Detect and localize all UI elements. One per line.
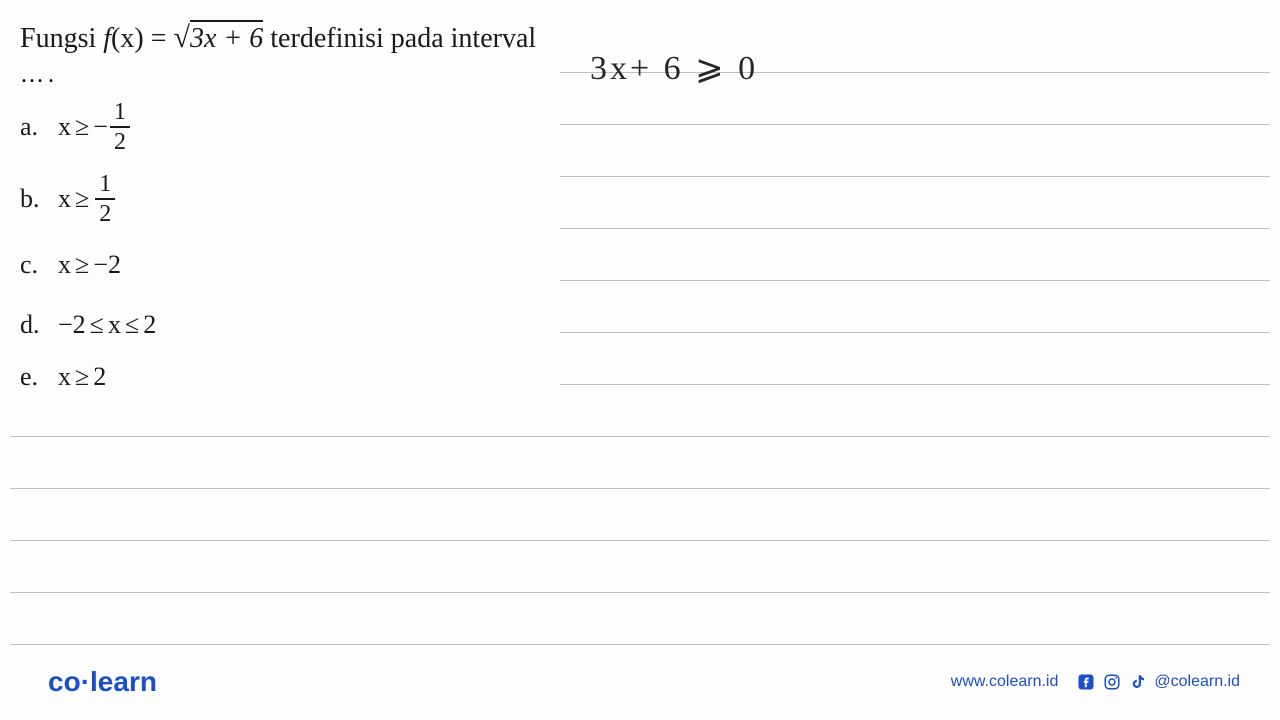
option-label: e. [20, 362, 58, 392]
handwritten-work: 3x+ 6 ⩾ 0 [590, 48, 758, 88]
fraction: 1 2 [110, 100, 130, 154]
question-ellipsis: …. [20, 62, 58, 89]
option-label: a. [20, 112, 58, 142]
option-d: d. −2 ≤ x ≤ 2 [20, 302, 156, 348]
option-c: c. x ≥ −2 [20, 242, 156, 288]
option-b: b. x ≥ 1 2 [20, 170, 156, 228]
tiktok-icon [1128, 672, 1148, 692]
sqrt-expression: √3x + 6 [173, 20, 263, 55]
footer: co·learn www.colearn.id @colearn.id [48, 666, 1240, 698]
function-arg: (x) [111, 23, 144, 54]
option-label: d. [20, 310, 58, 340]
option-label: b. [20, 184, 58, 214]
social-handle: @colearn.id [1154, 673, 1240, 691]
fraction: 1 2 [95, 172, 115, 226]
social-icons: @colearn.id [1076, 672, 1240, 692]
option-e: e. x ≥ 2 [20, 362, 156, 392]
equals-sign: = [144, 23, 174, 54]
question-prefix: Fungsi [20, 23, 103, 54]
question-suffix: terdefinisi pada interval [263, 23, 536, 54]
options-list: a. x ≥ − 1 2 b. x ≥ 1 2 [20, 98, 156, 406]
function-name: f [103, 23, 111, 54]
option-a: a. x ≥ − 1 2 [20, 98, 156, 156]
instagram-icon [1102, 672, 1122, 692]
facebook-icon [1076, 672, 1096, 692]
option-label: c. [20, 250, 58, 280]
footer-url: www.colearn.id [951, 673, 1059, 691]
brand-logo: co·learn [48, 666, 157, 698]
question-stem: Fungsi f(x) = √3x + 6 terdefinisi pada i… [20, 20, 536, 55]
